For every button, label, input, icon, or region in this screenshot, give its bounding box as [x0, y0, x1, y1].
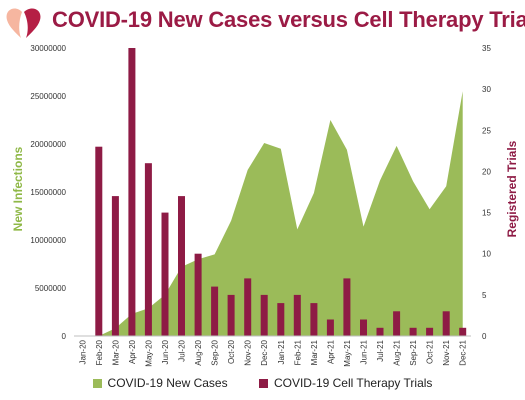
logo-left-heart-icon	[6, 8, 22, 39]
x-tick-label: Dec-20	[260, 339, 269, 365]
legend-label-trials: COVID-19 Cell Therapy Trials	[273, 376, 433, 390]
y-tick-left: 25000000	[30, 92, 66, 101]
y-axis-label-right: Registered Trials	[505, 140, 519, 237]
x-tick-label: Oct-20	[227, 339, 236, 364]
x-tick-label: Jul-20	[178, 339, 187, 361]
y-tick-right: 10	[482, 250, 491, 259]
x-tick-label: Apr-20	[128, 339, 137, 364]
trials-bar	[128, 48, 136, 336]
trials-bar	[211, 286, 219, 336]
y-tick-right: 20	[482, 167, 491, 176]
y-tick-right: 0	[482, 332, 487, 341]
right-axis-ticks: 0 5 10 15 20 25 30 35	[482, 44, 491, 341]
x-tick-label: Mar-21	[310, 339, 319, 365]
x-axis-ticks: Jan-20 Feb-20 Mar-20 Apr-20 May-20 Jun-20 Jul-…	[78, 339, 467, 366]
trials-bar	[161, 212, 169, 336]
y-tick-right: 30	[482, 85, 491, 94]
y-tick-right: 15	[482, 209, 491, 218]
trials-bar	[293, 294, 301, 336]
legend-swatch-trials	[258, 378, 268, 388]
x-tick-label: Jul-21	[376, 339, 385, 361]
x-tick-label: Apr-21	[326, 339, 335, 364]
trials-bar	[244, 278, 252, 336]
trials-bar	[310, 303, 318, 336]
x-tick-label: Sep-20	[211, 339, 220, 365]
y-tick-right: 25	[482, 126, 491, 135]
trials-bar	[426, 327, 434, 336]
x-tick-label: Aug-21	[393, 339, 402, 365]
trials-bar	[277, 303, 285, 336]
x-tick-label: Feb-21	[293, 339, 302, 365]
x-tick-label: Jan-21	[277, 339, 286, 364]
trials-bar	[376, 327, 384, 336]
x-tick-label: Aug-20	[194, 339, 203, 365]
y-tick-right: 5	[482, 291, 487, 300]
x-tick-label: Nov-20	[244, 339, 253, 365]
trials-bar	[194, 253, 202, 336]
y-axis-label-left: New Infections	[11, 146, 25, 231]
legend-label-cases: COVID-19 New Cases	[107, 376, 228, 390]
chart-title: COVID-19 New Cases versus Cell Therapy T…	[52, 7, 525, 32]
trials-bar	[360, 319, 367, 336]
logo-icon	[6, 8, 41, 39]
trials-bar	[95, 146, 103, 336]
y-tick-left: 30000000	[30, 44, 66, 53]
cases-area-layer	[82, 91, 463, 336]
logo-right-heart-icon	[24, 8, 41, 39]
trials-bar	[144, 163, 152, 336]
y-tick-left: 0	[62, 332, 67, 341]
x-tick-label: Feb-20	[95, 339, 104, 365]
trials-bar	[178, 196, 185, 336]
x-tick-label: Oct-21	[426, 339, 435, 364]
x-tick-label: Sep-21	[409, 339, 418, 365]
cases-area	[82, 91, 463, 336]
trials-bar	[459, 327, 467, 336]
x-tick-label: May-21	[343, 339, 352, 366]
trials-bar	[343, 278, 351, 336]
y-tick-left: 15000000	[30, 188, 66, 197]
y-tick-right: 35	[482, 44, 491, 53]
legend: COVID-19 New Cases COVID-19 Cell Therapy…	[0, 376, 525, 391]
legend-swatch-cases	[92, 378, 102, 388]
trials-bar	[409, 327, 417, 336]
y-tick-left: 5000000	[35, 284, 67, 293]
trials-bar-layer	[95, 48, 467, 336]
x-tick-label: Jan-20	[78, 339, 87, 364]
x-tick-label: May-20	[144, 339, 153, 366]
x-tick-label: Dec-21	[459, 339, 468, 365]
trials-bar	[260, 294, 268, 336]
left-axis-ticks: 0 5000000 10000000 15000000 20000000 25000000…	[30, 44, 66, 341]
y-tick-left: 10000000	[30, 236, 66, 245]
x-tick-label: Nov-21	[442, 339, 451, 365]
x-tick-label: Jun-21	[360, 339, 369, 364]
trials-bar	[227, 294, 235, 336]
legend-item-trials: COVID-19 Cell Therapy Trials	[258, 376, 433, 390]
trials-bar	[393, 311, 401, 336]
y-tick-left: 20000000	[30, 140, 66, 149]
legend-item-cases: COVID-19 New Cases	[92, 376, 228, 390]
trials-bar	[442, 311, 450, 336]
x-tick-label: Mar-20	[111, 339, 120, 365]
trials-bar	[111, 196, 119, 336]
x-tick-label: Jun-20	[161, 339, 170, 364]
trials-bar	[326, 319, 334, 336]
